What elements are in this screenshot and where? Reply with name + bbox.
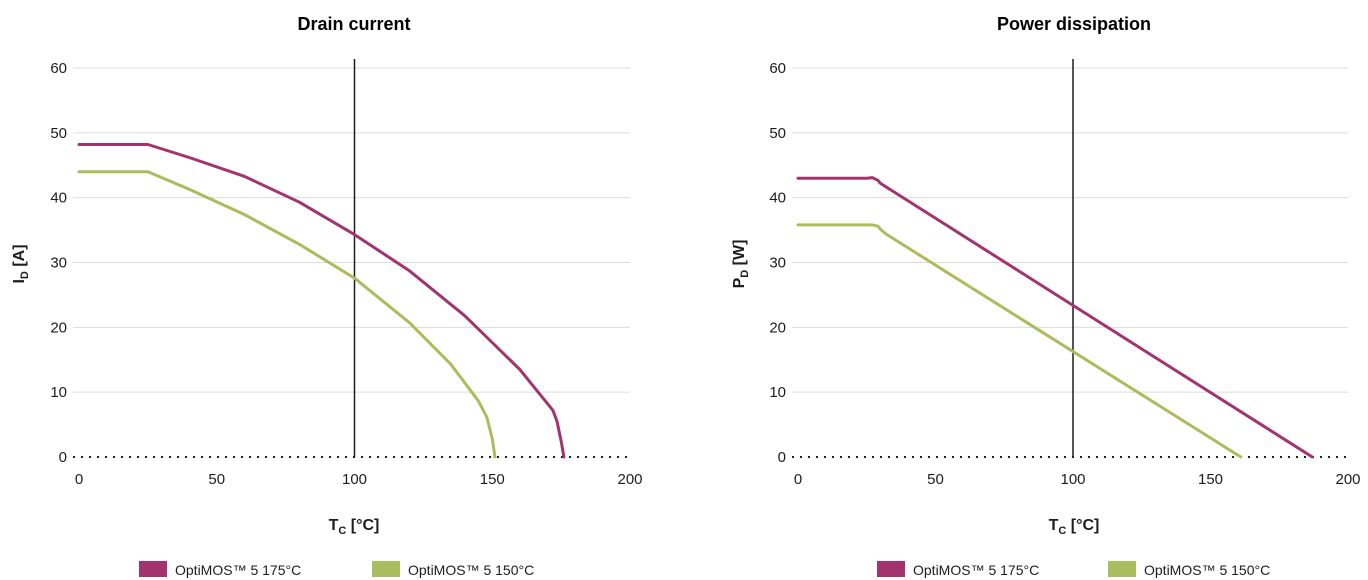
legend-item-150[interactable]: OptiMOS™ 5 150°C [372,561,534,578]
x-tick-label: 50 [927,471,944,488]
drain-current-chart: Drain current 0 50 100 150 200 0 10 20 30 40 50 60… [11,14,643,578]
y-tick-label: 60 [50,60,67,77]
x-tick-label: 200 [617,471,642,488]
x-tick-label: 150 [1198,471,1223,488]
y-tick-label: 40 [50,190,67,207]
x-tick-label: 100 [1060,471,1085,488]
legend-label-150: OptiMOS™ 5 150°C [1144,562,1270,578]
series-line-0 [796,176,1314,459]
legend-label-175: OptiMOS™ 5 175°C [913,562,1039,578]
y-tick-label: 0 [778,449,786,466]
legend-swatch-175 [139,561,167,577]
y-tick-label: 60 [769,60,786,77]
x-axis-label: TC [°C] [329,517,380,537]
y-tick-label: 20 [769,319,786,336]
y-tick-label: 20 [50,319,67,336]
x-axis-label: TC [°C] [1049,517,1100,537]
series-line-1 [77,170,497,459]
legend-item-175[interactable]: OptiMOS™ 5 175°C [877,561,1039,578]
y-axis-label: PD [W] [731,240,751,289]
y-axis-label: ID [A] [11,244,31,283]
y-tick-label: 50 [769,125,786,142]
legend-swatch-150 [372,561,400,577]
x-tick-label: 150 [480,471,505,488]
x-tick-label: 100 [342,471,367,488]
x-tick-label: 200 [1335,471,1360,488]
legend-label-175: OptiMOS™ 5 175°C [175,562,301,578]
x-tick-label: 0 [794,471,802,488]
power-dissipation-chart: Power dissipation 0 50 100 150 200 0 10 20 30 40… [731,14,1361,578]
legend-item-175[interactable]: OptiMOS™ 5 175°C [139,561,301,578]
y-tick-label: 10 [50,384,67,401]
legend: OptiMOS™ 5 175°C OptiMOS™ 5 150°C [877,561,1270,578]
y-tick-label: 10 [769,384,786,401]
chart-title: Power dissipation [997,14,1151,34]
series-line-0 [77,143,566,459]
legend-item-150[interactable]: OptiMOS™ 5 150°C [1108,561,1270,578]
legend-label-150: OptiMOS™ 5 150°C [408,562,534,578]
x-tick-label: 50 [208,471,225,488]
y-tick-label: 50 [50,125,67,142]
y-tick-label: 0 [59,449,67,466]
y-tick-label: 40 [769,190,786,207]
legend-swatch-150 [1108,561,1136,577]
legend-swatch-175 [877,561,905,577]
legend: OptiMOS™ 5 175°C OptiMOS™ 5 150°C [139,561,534,578]
series-line-1 [796,223,1243,459]
x-tick-label: 0 [75,471,83,488]
chart-title: Drain current [297,14,410,34]
y-tick-label: 30 [769,255,786,272]
y-tick-label: 30 [50,255,67,272]
